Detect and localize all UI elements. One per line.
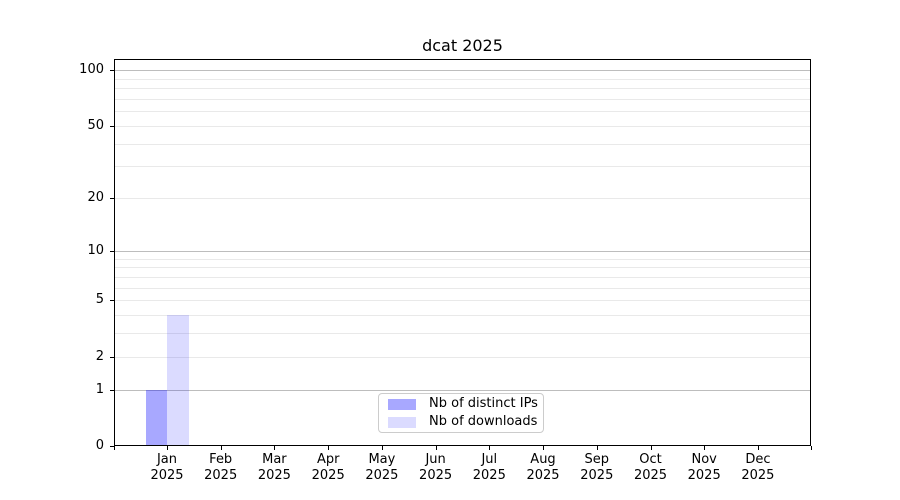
x-tick-mark (274, 446, 276, 450)
x-tick-mark (704, 446, 706, 450)
minor-gridline (114, 287, 811, 289)
x-tick-mark (543, 446, 544, 450)
y-tick-mark (110, 389, 114, 391)
legend-item-downloads: Nb of downloads (388, 415, 543, 429)
x-tick-mark (650, 446, 652, 450)
y-tick-mark (110, 300, 114, 302)
x-tick-label: Apr 2025 (311, 452, 345, 483)
minor-gridline (114, 333, 811, 335)
y-tick-mark (110, 250, 114, 252)
minor-gridline (114, 166, 811, 168)
major-gridline (114, 70, 811, 72)
minor-gridline (114, 125, 811, 127)
plot-area (114, 59, 811, 446)
y-tick-label: 10 (87, 242, 104, 258)
y-tick-label: 0 (95, 438, 104, 453)
x-tick-label: Mar 2025 (257, 452, 291, 483)
major-gridline (114, 389, 811, 391)
x-tick-mark (757, 446, 759, 450)
legend-swatch-distinct-ips (388, 398, 416, 410)
y-tick-mark (110, 125, 114, 127)
y-tick-mark (110, 356, 114, 358)
legend-label-distinct-ips: Nb of distinct IPs (429, 396, 538, 411)
x-tick-mark (328, 446, 330, 450)
legend-swatch-downloads (388, 416, 416, 428)
minor-gridline (114, 267, 811, 269)
minor-gridline (114, 356, 811, 358)
minor-gridline (114, 111, 811, 113)
y-tick-label: 100 (79, 62, 104, 78)
x-tick-mark (381, 446, 383, 450)
bar-nb-of-distinct-ips (145, 389, 167, 446)
x-tick-mark (435, 446, 437, 450)
minor-gridline (114, 258, 811, 260)
minor-gridline (114, 88, 811, 90)
x-tick-mark (220, 446, 222, 450)
major-gridline (114, 250, 811, 252)
minor-gridline (114, 315, 811, 316)
x-edge-tick-mark (811, 446, 812, 450)
y-tick-label: 1 (95, 381, 104, 397)
x-tick-label: Feb 2025 (204, 452, 238, 483)
x-tick-label: Oct 2025 (633, 452, 668, 483)
minor-gridline (114, 198, 811, 200)
y-tick-mark (110, 70, 114, 72)
y-tick-label: 5 (95, 292, 104, 308)
x-tick-label: Aug 2025 (526, 452, 560, 483)
y-tick-mark (110, 446, 114, 447)
x-tick-label: Dec 2025 (741, 452, 775, 483)
minor-gridline (114, 300, 811, 302)
chart-title: dcat 2025 (422, 36, 503, 55)
x-edge-tick-mark (114, 446, 115, 450)
y-tick-label: 2 (95, 348, 104, 364)
minor-gridline (114, 78, 811, 80)
x-tick-mark (596, 446, 598, 450)
x-tick-label: May 2025 (365, 452, 399, 483)
bar-nb-of-downloads (167, 315, 189, 446)
x-tick-label: Jan 2025 (150, 452, 184, 483)
x-tick-label: Jun 2025 (419, 452, 453, 483)
y-tick-label: 50 (87, 117, 104, 133)
minor-gridline (114, 143, 811, 145)
x-tick-mark (167, 446, 168, 450)
legend-label-downloads: Nb of downloads (429, 414, 538, 429)
minor-gridline (114, 276, 811, 278)
minor-gridline (114, 99, 811, 100)
legend-item-distinct-ips: Nb of distinct IPs (388, 397, 543, 411)
y-tick-mark (110, 198, 114, 200)
x-tick-label: Sep 2025 (580, 452, 614, 483)
legend: Nb of distinct IPs Nb of downloads (378, 393, 544, 433)
x-tick-label: Jul 2025 (472, 452, 506, 483)
y-tick-label: 20 (87, 190, 104, 206)
x-tick-label: Nov 2025 (687, 452, 721, 483)
x-tick-mark (489, 446, 491, 450)
